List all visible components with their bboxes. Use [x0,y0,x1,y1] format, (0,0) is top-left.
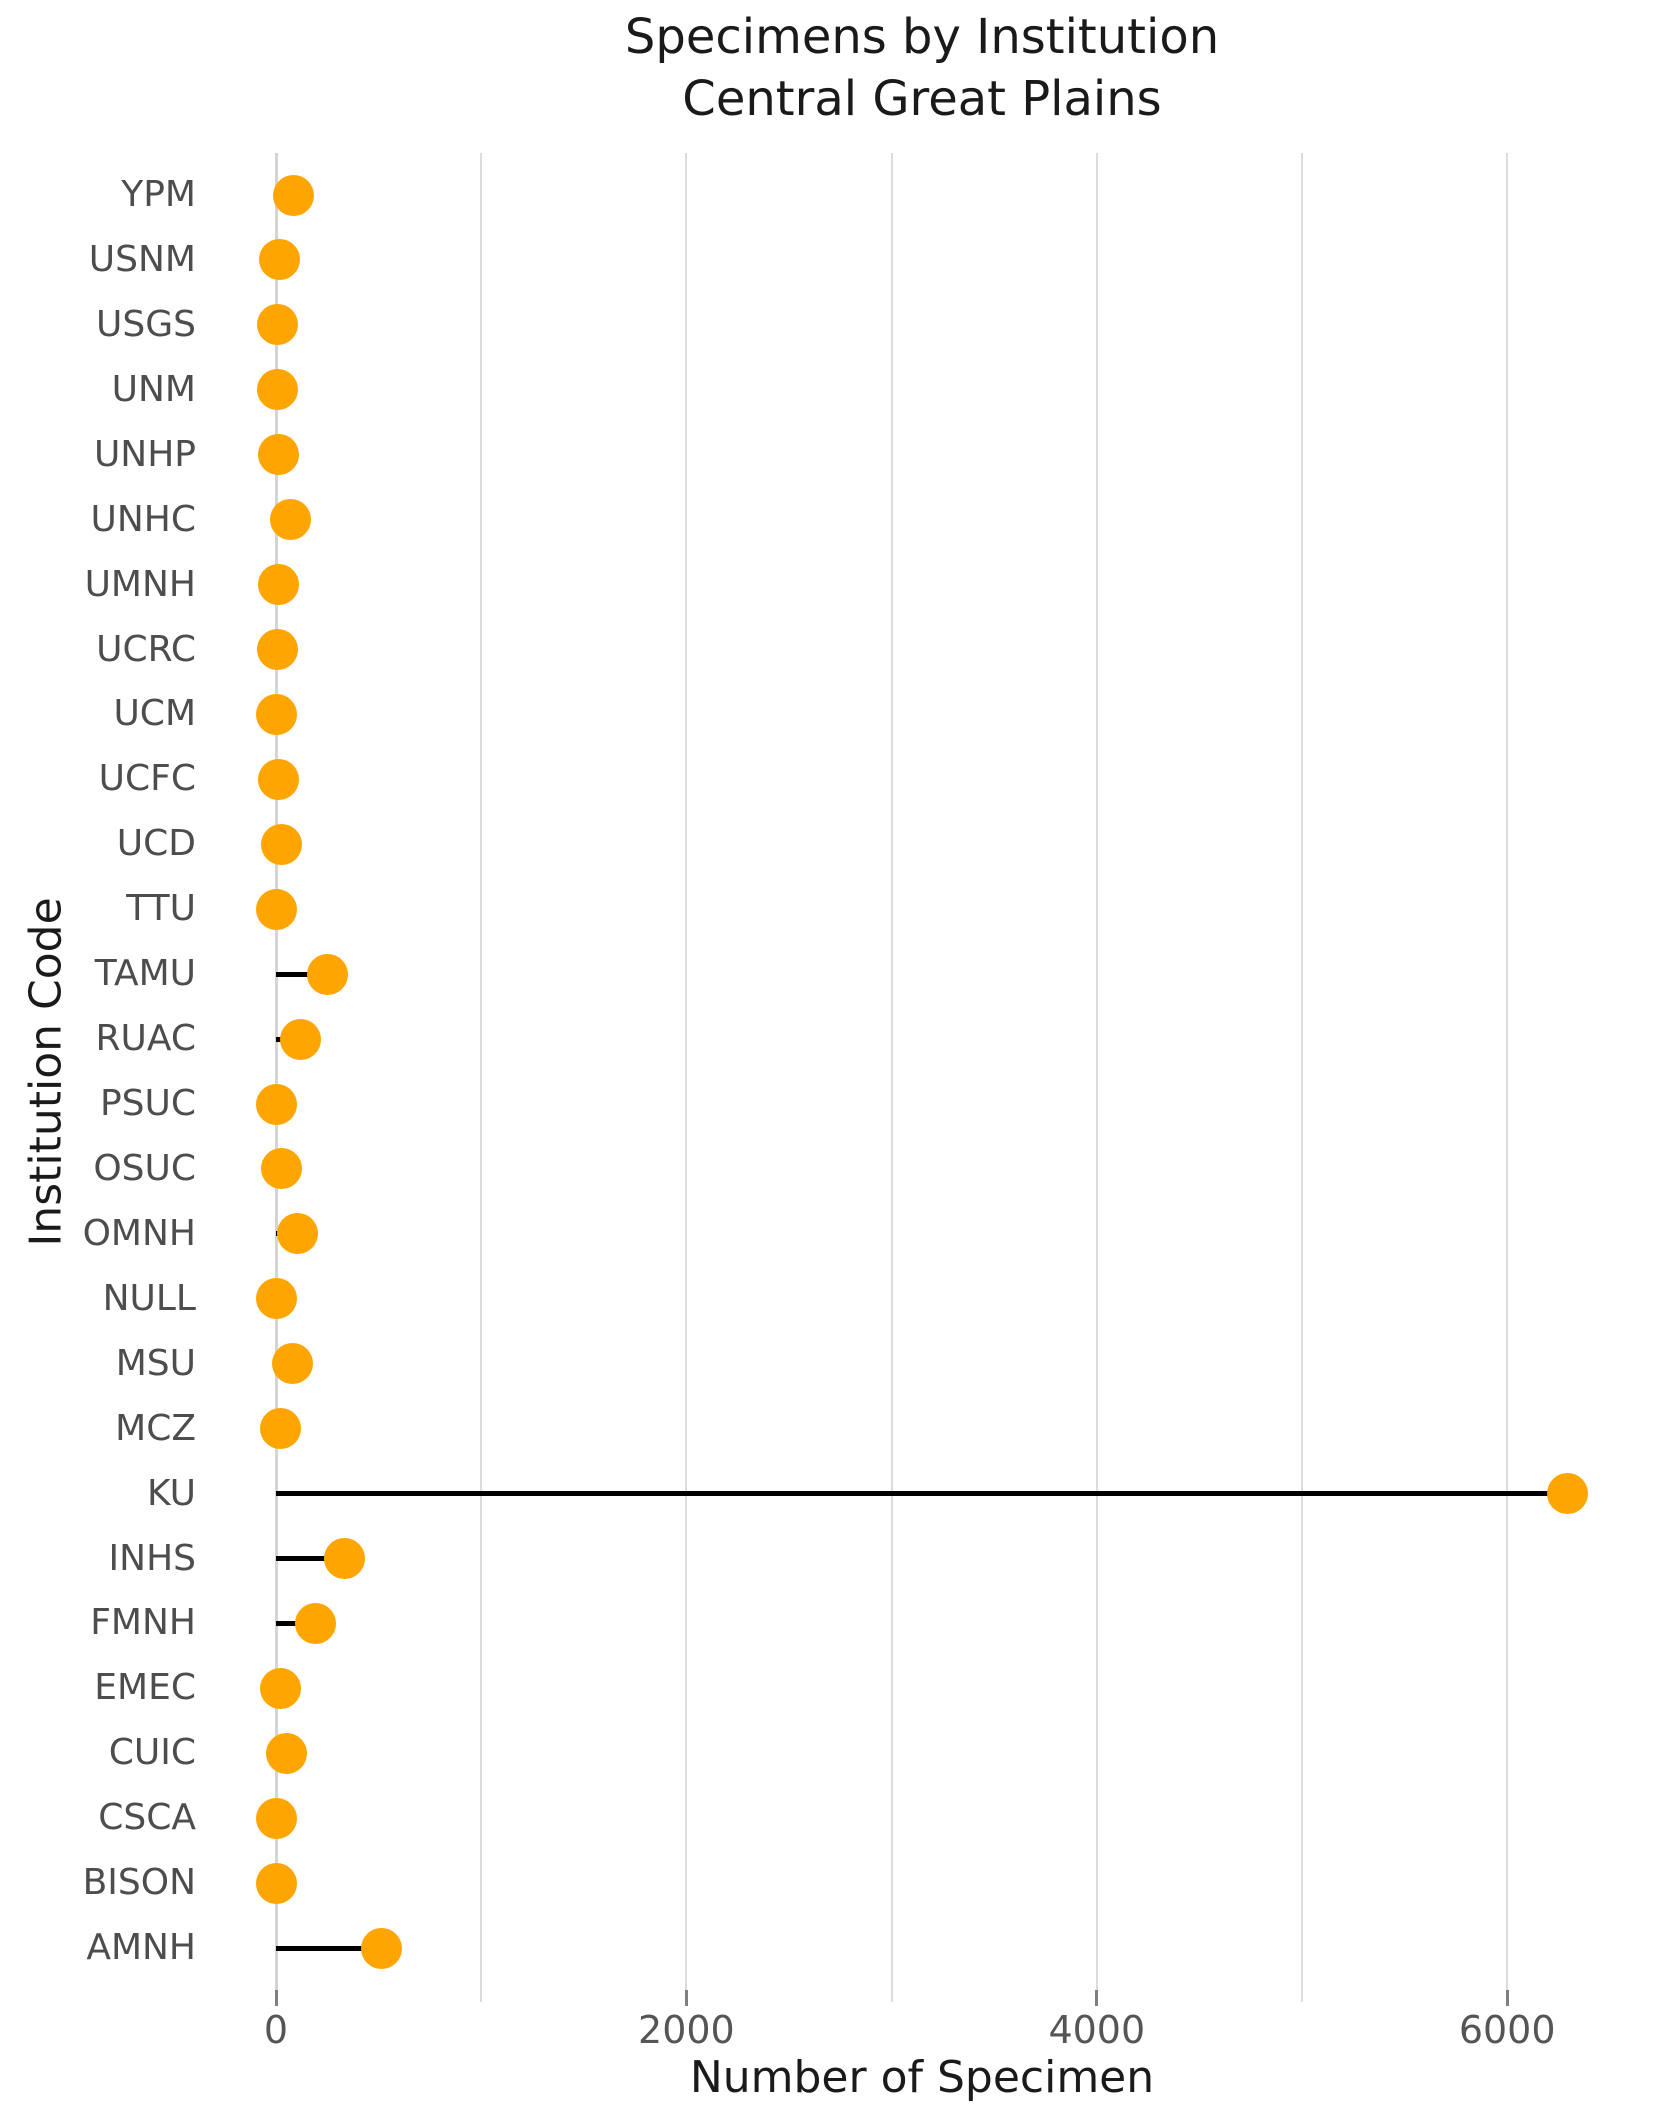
category-label: BISON [82,1862,196,1904]
x-tick-label: 0 [263,2008,289,2052]
x-axis-title: Number of Specimen [689,2052,1155,2103]
lollipop-stem [276,1945,382,1951]
lollipop-dot [260,1408,302,1450]
category-label: PSUC [99,1083,196,1125]
category-label: MSU [115,1342,196,1384]
category-label: UMNH [84,563,196,605]
x-tick-mark [1095,1990,1099,2006]
category-label: UCFC [98,758,196,800]
lollipop-dot [256,369,298,411]
lollipop-dot [257,434,299,476]
chart-title: Specimens by Institution Central Great P… [276,6,1568,130]
lollipop-dot [257,758,299,800]
category-label: NULL [102,1277,196,1319]
lollipop-dot [255,1083,297,1125]
category-label: UCRC [96,628,196,670]
lollipop-dot [256,629,298,670]
lollipop-dot [277,1213,319,1255]
lollipop-dot [324,1538,366,1580]
lollipop-stem [276,971,328,977]
category-label: KU [147,1472,196,1514]
gridline [480,153,483,2002]
lollipop-dot [259,239,301,281]
category-label: UCM [113,693,196,735]
category-label: OSUC [93,1147,196,1189]
x-tick-label: 2000 [638,2008,735,2052]
lollipop-dot [261,1148,303,1190]
lollipop-dot [1547,1473,1589,1515]
x-tick-mark [684,1990,688,2006]
lollipop-dot [256,693,298,735]
category-label: MCZ [115,1407,196,1449]
category-label: UNM [111,368,196,410]
category-label: CUIC [108,1732,196,1774]
category-label: INHS [108,1537,196,1579]
lollipop-dot [257,564,299,606]
category-label: UCD [116,823,196,865]
gridline [685,153,688,2002]
chart-title-line-1: Specimens by Institution [624,9,1220,65]
lollipop-dot [261,823,303,865]
lollipop-dot [307,953,348,995]
lollipop-dot [269,499,311,541]
lollipop-stem [276,1556,345,1562]
category-label: TAMU [94,953,196,995]
gridline [890,153,893,2002]
lollipop-dot [256,304,298,346]
x-tick-label: 6000 [1458,2008,1556,2052]
lollipop-dot [272,174,314,216]
lollipop-dot [361,1927,403,1969]
lollipop-dot [266,1732,308,1774]
category-label: TTU [126,888,196,930]
lollipop-dot [255,1797,297,1839]
gridline [1095,153,1098,2002]
x-tick-mark [274,1990,278,2006]
category-label: RUAC [95,1018,197,1060]
lollipop-dot [271,1343,313,1385]
category-label: UNHP [93,433,196,475]
category-label: AMNH [86,1927,196,1969]
lollipop-dot [255,1862,297,1904]
category-label: USGS [96,303,196,345]
lollipop-dot [259,1667,301,1709]
category-label: YPM [121,174,196,215]
gridline [1506,153,1509,2002]
chart-title-line-2: Central Great Plains [682,71,1162,127]
category-label: OMNH [82,1212,196,1254]
lollipop-dot [279,1018,321,1060]
category-label: FMNH [90,1602,196,1644]
x-tick-label: 4000 [1048,2008,1146,2052]
x-tick-mark [1505,1990,1509,2006]
category-label: EMEC [94,1667,196,1709]
lollipop-dot [256,1278,298,1320]
x-axis-zero-line [275,153,278,2002]
category-label: UNHC [90,498,197,540]
category-label: CSCA [98,1797,196,1839]
category-label: USNM [88,238,196,280]
gridline [1301,153,1303,2002]
lollipop-dot [295,1602,337,1644]
lollipop-dot [255,888,297,930]
lollipop-stem [276,1491,1568,1497]
